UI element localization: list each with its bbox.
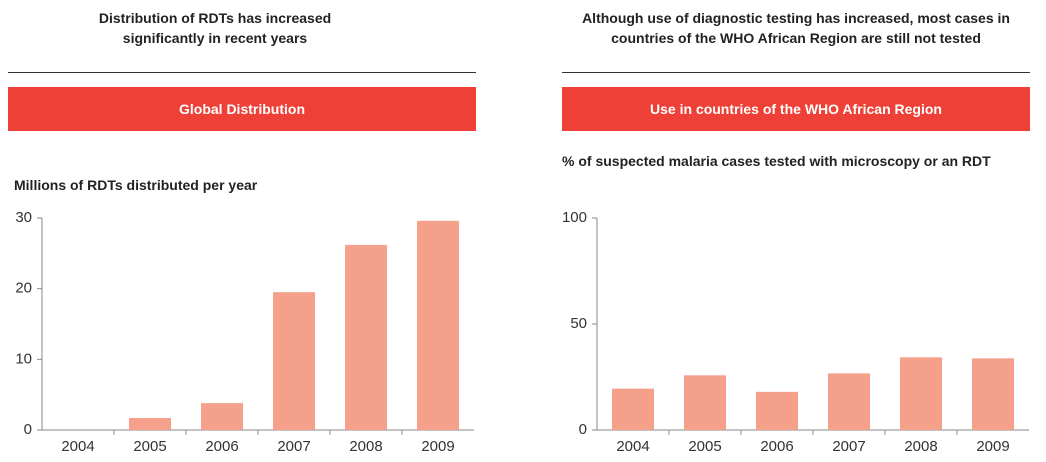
x-tick-label: 2007 <box>277 438 310 455</box>
chart-title: Although use of diagnostic testing has i… <box>582 10 1010 46</box>
x-tick-label: 2009 <box>976 438 1009 455</box>
y-tick-label: 30 <box>15 209 32 226</box>
x-tick-label: 2008 <box>904 438 937 455</box>
y-tick-label: 0 <box>24 421 32 438</box>
x-tick-label: 2008 <box>349 438 382 455</box>
y-tick-label: 100 <box>562 209 587 226</box>
bar <box>417 220 459 430</box>
banner: Global Distribution <box>8 87 476 131</box>
x-tick-label: 2006 <box>760 438 793 455</box>
banner: Use in countries of the WHO African Regi… <box>562 87 1030 131</box>
x-tick-label: 2007 <box>832 438 865 455</box>
y-tick-label: 20 <box>15 280 32 297</box>
y-axis-label: Millions of RDTs distributed per year <box>14 177 258 193</box>
bar <box>684 375 726 430</box>
x-tick-label: 2004 <box>61 438 94 455</box>
bar <box>756 391 798 430</box>
x-tick-label: 2009 <box>421 438 454 455</box>
x-tick-label: 2005 <box>688 438 721 455</box>
bar <box>201 403 243 430</box>
bar <box>129 417 171 430</box>
x-tick-label: 2004 <box>616 438 649 455</box>
y-tick-label: 50 <box>570 315 587 332</box>
y-axis-label: % of suspected malaria cases tested with… <box>562 153 991 169</box>
bar <box>345 244 387 430</box>
bar <box>828 373 870 430</box>
x-tick-label: 2006 <box>205 438 238 455</box>
rule <box>8 72 476 73</box>
y-tick-label: 0 <box>579 421 587 438</box>
y-tick-label: 10 <box>15 350 32 367</box>
bar <box>273 292 315 430</box>
x-tick-label: 2005 <box>133 438 166 455</box>
bar <box>900 357 942 430</box>
bar <box>972 358 1014 430</box>
bar <box>612 388 654 430</box>
chart-title: Distribution of RDTs has increased signi… <box>98 10 332 46</box>
rule <box>562 72 1030 73</box>
